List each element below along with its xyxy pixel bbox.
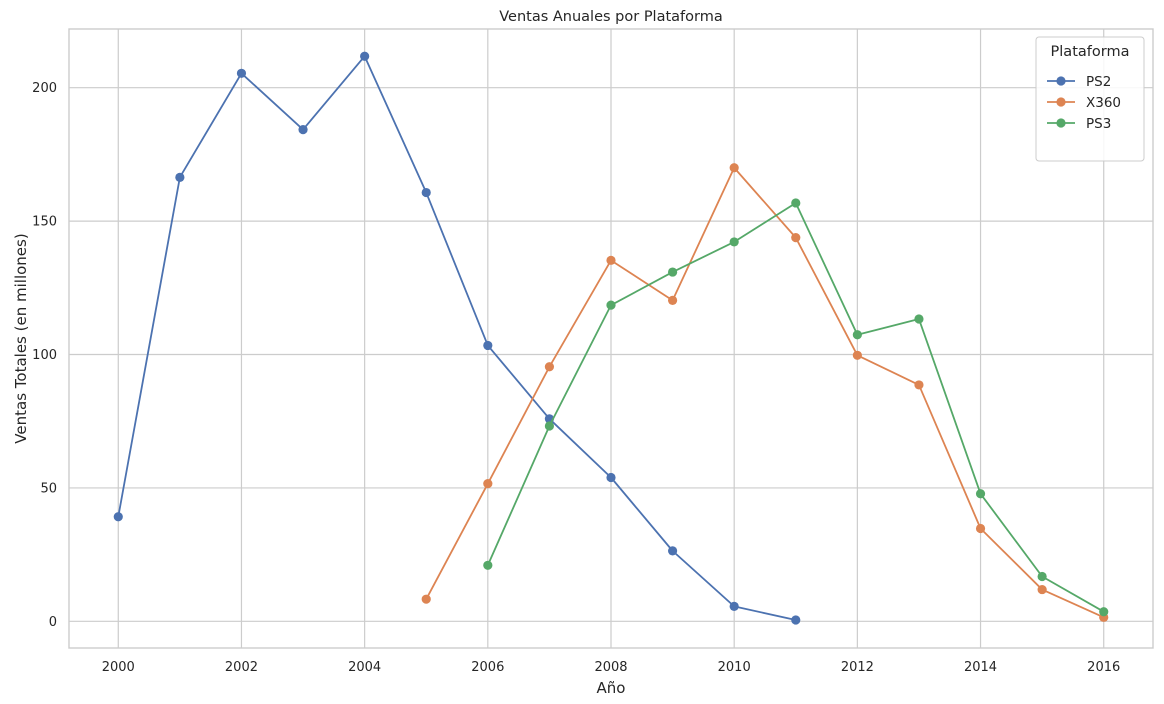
tick-labels: 2000 2002 2004 2006 2008 2010 2012 2014 2016 0 50 1… [32, 81, 1120, 675]
y-tick-label: 100 [32, 348, 57, 363]
data-point [236, 68, 247, 78]
y-tick-label: 150 [32, 215, 57, 230]
data-point [113, 512, 123, 522]
data-point [606, 255, 616, 265]
series-ps2 [113, 51, 801, 625]
data-point [606, 300, 616, 310]
legend-label: X360 [1086, 95, 1121, 111]
data-point [606, 472, 616, 483]
data-point [667, 546, 678, 556]
series-x360 [421, 163, 1109, 622]
data-point [421, 594, 431, 604]
data-point [483, 560, 493, 570]
x-tick-label: 2016 [1087, 660, 1120, 675]
data-point [729, 163, 739, 173]
data-point [421, 187, 431, 198]
legend-entry: PS2 [1047, 74, 1111, 90]
data-point [1037, 584, 1047, 595]
x-tick-label: 2008 [594, 660, 627, 675]
legend-label: PS2 [1086, 74, 1111, 90]
data-point [175, 172, 185, 182]
data-point [1099, 607, 1109, 617]
grid [69, 29, 1153, 648]
x-axis-label: Año [597, 679, 626, 697]
data-point [852, 330, 862, 340]
series-line [117, 55, 796, 621]
legend-box [1035, 36, 1145, 162]
y-tick-label: 200 [32, 81, 57, 96]
y-tick-label: 0 [49, 615, 57, 630]
x-tick-label: 2014 [964, 660, 997, 675]
data-point [791, 233, 801, 243]
data-point [544, 362, 555, 372]
data-point [667, 295, 678, 305]
x-tick-label: 2002 [225, 660, 258, 675]
legend-marker [1056, 76, 1066, 86]
x-tick-label: 2006 [471, 660, 504, 675]
y-axis-label: Ventas Totales (en millones) [12, 233, 30, 443]
data-point [667, 267, 678, 277]
series-ps3 [483, 198, 1109, 617]
data-point [852, 350, 862, 360]
data-point [298, 124, 308, 135]
plot-frame [68, 28, 1154, 649]
legend: Plataforma PS2 X360 PS3 [1035, 36, 1145, 162]
legend-marker [1056, 97, 1066, 107]
data-point [544, 421, 555, 431]
legend-entry: X360 [1047, 95, 1121, 111]
legend-title: Plataforma [1051, 44, 1130, 60]
data-point [914, 314, 924, 324]
data-point [975, 489, 986, 499]
data-point [1037, 571, 1047, 582]
legend-marker [1056, 118, 1066, 128]
legend-entry: PS3 [1047, 116, 1111, 132]
series-layer [113, 51, 1109, 625]
x-tick-label: 2004 [348, 660, 381, 675]
x-tick-label: 2012 [841, 660, 874, 675]
y-tick-label: 50 [40, 481, 57, 496]
data-point [729, 237, 739, 247]
legend-label: PS3 [1086, 116, 1111, 132]
data-point [791, 198, 801, 208]
data-point [791, 615, 801, 625]
data-point [729, 601, 739, 611]
series-line [425, 166, 1105, 619]
data-point [483, 340, 493, 351]
series-line [486, 202, 1105, 613]
x-tick-label: 2010 [718, 660, 751, 675]
data-point [483, 479, 493, 489]
data-point [975, 523, 986, 534]
data-point [360, 51, 370, 61]
chart-title: Ventas Anuales por Plataforma [499, 9, 723, 25]
data-point [914, 380, 924, 390]
x-tick-label: 2000 [102, 660, 135, 675]
